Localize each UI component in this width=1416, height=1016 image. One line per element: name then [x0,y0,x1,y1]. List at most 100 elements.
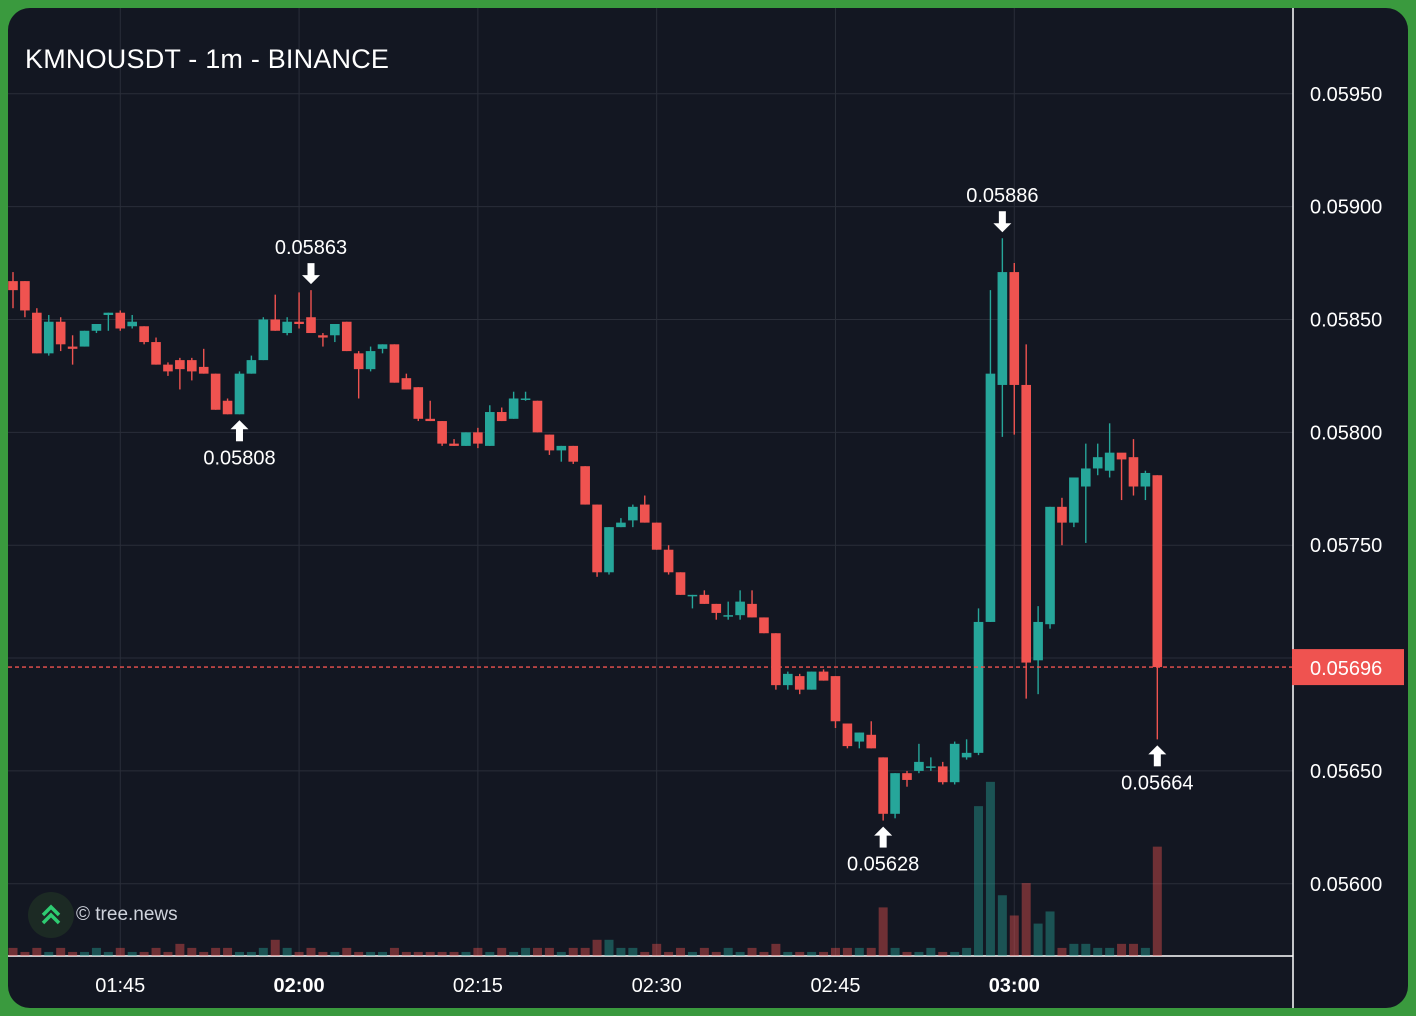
candle-body [735,601,745,616]
volume-bar [652,943,662,956]
candle-body [79,330,90,347]
candle-body [103,312,114,315]
volume-bar [902,951,912,956]
volume-bar [378,951,388,956]
candle-body [1140,472,1151,487]
candle-body [508,398,519,419]
candle-body [163,364,173,372]
candle-body [1116,452,1127,460]
volume-bar [854,947,864,956]
volume-bar [8,947,18,956]
volume-bar [878,907,888,956]
volume-bar [866,947,876,956]
volume-bar [282,947,292,956]
candle-body [961,752,972,758]
arrow-up-stem [1153,753,1161,767]
volume-bar [211,947,221,956]
volume-bar [759,951,769,956]
candle-body [437,421,447,444]
arrow-up-stem [235,428,243,442]
x-tick-label: 02:00 [274,975,325,997]
y-tick-label: 0.05600 [1310,874,1382,896]
low-price-label: 0.05808 [203,447,275,469]
candle-body [222,400,233,415]
candle-body [568,445,579,462]
high-annotation: 0.05863 [275,237,347,285]
candle-body [723,615,733,617]
candle-body [902,773,912,780]
x-tick-label: 02:30 [632,975,682,997]
candle-body [1033,621,1043,661]
candle-body [306,317,316,334]
candle-body [294,321,304,324]
volume-bar [1140,947,1150,956]
candle-body [389,344,400,383]
candle-body [616,522,626,528]
arrow-down-stem [998,211,1006,225]
candle-body [687,594,698,597]
volume-bar [747,947,757,956]
x-tick-label: 02:45 [810,975,860,997]
candle-body [675,572,686,595]
low-annotation: 0.05664 [1121,745,1193,794]
candlestick-chart[interactable]: 0.056000.056500.057000.057500.058000.058… [8,8,1408,1008]
candle-body [1092,457,1103,469]
volume-bar [640,951,650,956]
candle-body [997,272,1008,385]
candle-body [771,633,781,686]
candle-body [842,723,853,747]
arrow-down-icon [993,223,1012,233]
candle-body [187,360,197,372]
volume-bar [580,947,590,956]
candle-body [794,676,805,690]
candle-body [604,527,614,573]
candle-body [258,319,269,361]
tree-logo-icon [28,892,74,938]
candle-body [1104,452,1115,471]
arrow-down-icon [302,275,320,285]
volume-bar [461,951,471,956]
candle-body [818,671,829,681]
candle-body [651,522,662,550]
candle-body [341,321,352,352]
volume-bar [270,939,280,956]
volume-bar [914,951,924,956]
volume-bar [115,947,125,956]
candle-body [1057,506,1067,523]
watermark-text: © tree.news [76,904,178,925]
chart-frame: 0.056000.056500.057000.057500.058000.058… [8,8,1408,1008]
volume-bar [676,947,686,956]
high-price-label: 0.05886 [966,185,1038,207]
volume-bar [509,951,519,956]
volume-bar [819,951,829,956]
volume-bar [258,947,268,956]
y-tick-label: 0.05650 [1310,761,1382,783]
candle-body [365,351,376,370]
volume-bar [389,947,399,956]
candle-body [1081,468,1091,487]
volume-bar [604,939,614,956]
volume-bar [103,951,113,956]
volume-bar [997,895,1007,956]
volume-bar [1081,943,1091,956]
high-price-label: 0.05863 [275,237,347,259]
candle-body [8,281,18,291]
volume-bar [32,947,42,956]
candle-body [425,418,435,422]
arrow-up-icon [1148,745,1167,755]
volume-bar [628,947,638,956]
volume-bar [1105,947,1115,956]
candle-body [520,398,531,400]
candle-body [890,773,900,814]
volume-bar [127,951,137,956]
last-price-label: 0.05696 [1310,658,1382,680]
candle-body [461,432,471,446]
volume-bar [687,951,697,956]
candle-body [67,346,78,349]
candle-body [175,360,185,370]
volume-bar [735,951,745,956]
last-price-badge [1292,649,1404,686]
candle-body [949,743,960,783]
volume-bar [842,947,852,956]
y-tick-label: 0.05950 [1310,84,1382,106]
